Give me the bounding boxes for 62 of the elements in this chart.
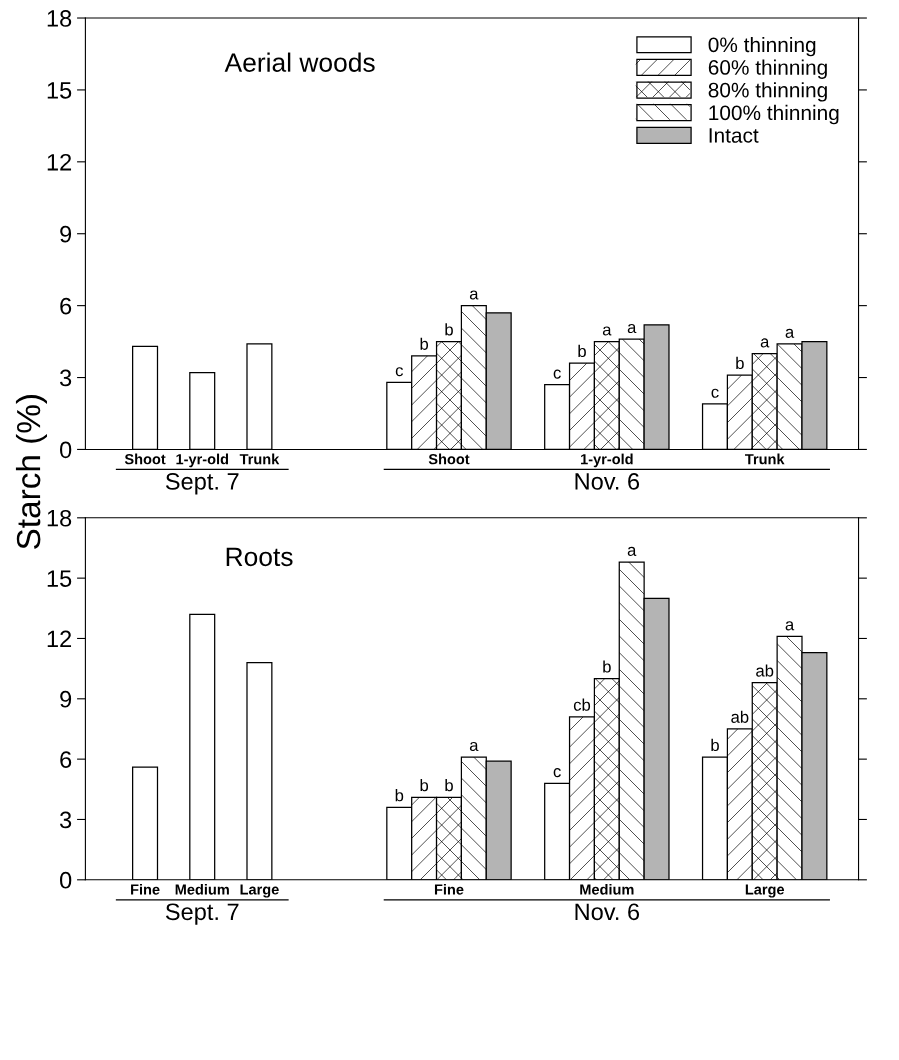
text: Nov. 6	[575, 903, 640, 921]
y-tick-label: 0	[60, 441, 72, 459]
text: Roots	[226, 547, 293, 567]
data-label: b	[711, 738, 719, 752]
data-label: cb	[573, 698, 591, 711]
x-tick-label: Fine	[434, 883, 464, 895]
y-tick-label: 3	[59, 811, 72, 829]
data-label: b	[420, 337, 429, 350]
y-tick-label: 18	[47, 509, 72, 527]
y-axis-title: Starch (%)	[15, 395, 47, 549]
y-tick-label: 3	[59, 369, 72, 387]
text: Sept. 7	[165, 903, 239, 925]
x-tick-label: Shoot	[428, 453, 470, 465]
data-label: b	[736, 356, 744, 370]
x-tick-label: Shoot	[124, 453, 166, 465]
data-label: c	[711, 388, 719, 398]
data-label: b	[445, 779, 453, 792]
data-label: b	[578, 344, 586, 358]
x-tick-label: Large	[745, 884, 785, 898]
legend-label: Intact	[709, 128, 759, 143]
y-tick-label: 9	[60, 690, 72, 708]
data-label: a	[760, 338, 770, 348]
data-label: a	[785, 328, 795, 338]
data-label: a	[627, 323, 637, 334]
y-tick-label: 6	[60, 297, 72, 315]
y-tick-label: 15	[47, 570, 72, 587]
data-label: a	[602, 326, 612, 336]
data-label: c	[395, 367, 403, 377]
x-tick-label: Fine	[131, 883, 160, 895]
data-label: c	[553, 768, 561, 778]
y-tick-label: 9	[60, 225, 72, 243]
x-tick-label: 1-yr-old	[176, 453, 229, 468]
data-label: a	[469, 290, 479, 300]
y-tick-label: 0	[60, 871, 72, 889]
y-tick-label: 12	[47, 630, 72, 648]
data-label: b	[420, 779, 429, 792]
data-label: b	[603, 660, 611, 673]
text: Nov. 6	[575, 473, 640, 490]
x-tick-label: Large	[240, 884, 279, 898]
legend-label: 100% thinning	[709, 104, 839, 125]
x-tick-label: 1-yr-old	[581, 453, 633, 468]
data-label: a	[469, 741, 479, 752]
y-tick-label: 18	[47, 10, 72, 27]
x-tick-label: Medium	[175, 883, 229, 895]
text: Sept. 7	[165, 473, 239, 495]
x-tick-label: Trunk	[745, 453, 785, 465]
data-label: a	[785, 621, 795, 631]
data-label: ab	[731, 710, 749, 723]
data-label: c	[553, 369, 561, 379]
data-label: b	[445, 323, 453, 336]
legend-label: 0% thinning	[708, 36, 816, 57]
x-tick-label: Medium	[580, 883, 634, 895]
text: Aerial woods	[224, 52, 375, 72]
x-tick-label: Trunk	[239, 453, 280, 465]
data-label: b	[395, 789, 404, 802]
legend-label: 80% thinning	[708, 82, 827, 102]
y-tick-label: 15	[47, 82, 72, 99]
y-tick-label: 12	[47, 153, 72, 171]
data-label: a	[627, 546, 637, 556]
legend-label: 60% thinning	[708, 59, 827, 79]
data-label: ab	[756, 664, 774, 677]
y-tick-label: 6	[60, 751, 72, 768]
